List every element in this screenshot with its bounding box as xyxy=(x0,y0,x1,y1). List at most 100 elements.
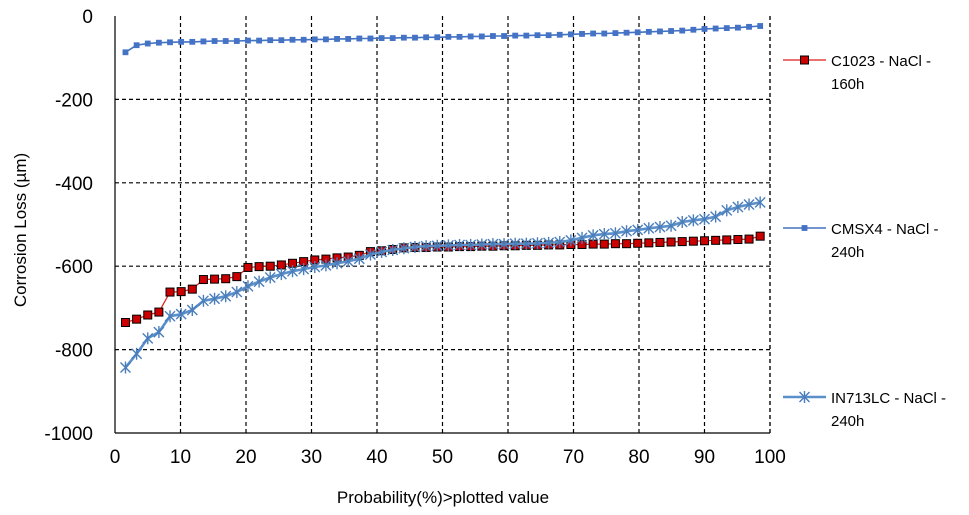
data-point xyxy=(232,272,242,282)
legend-marker xyxy=(800,55,809,65)
series-line xyxy=(125,25,761,53)
data-point xyxy=(267,37,274,44)
data-point xyxy=(621,225,633,238)
data-point xyxy=(599,239,609,249)
data-point xyxy=(567,31,574,38)
data-point xyxy=(543,236,555,249)
data-point xyxy=(723,25,730,31)
data-point xyxy=(509,237,521,250)
data-point xyxy=(587,229,599,242)
tick-labels: 0 10 20 30 40 50 60 70 80 90 100 0 -200 -400 -600 -800 -… xyxy=(44,7,785,468)
data-point xyxy=(210,274,220,284)
data-point xyxy=(501,33,507,39)
data-point xyxy=(520,237,532,250)
data-point xyxy=(668,28,674,34)
data-point xyxy=(400,34,407,41)
data-point xyxy=(643,222,655,235)
series-line xyxy=(124,201,761,369)
data-point xyxy=(623,29,630,36)
data-point xyxy=(197,294,209,307)
x-tick-label: 100 xyxy=(754,447,786,468)
data-point xyxy=(187,284,197,294)
data-point xyxy=(164,310,176,323)
data-point xyxy=(722,235,732,245)
data-point xyxy=(253,275,265,288)
data-point xyxy=(633,238,643,248)
data-point xyxy=(420,240,432,253)
data-point xyxy=(176,287,186,297)
data-point xyxy=(345,36,352,42)
data-point xyxy=(154,307,164,317)
data-point xyxy=(598,228,610,241)
data-point xyxy=(298,263,310,276)
data-point xyxy=(131,347,143,360)
data-point xyxy=(353,252,365,265)
data-point xyxy=(700,236,709,246)
y-tick-label: -800 xyxy=(55,341,93,362)
x-tick-label: 30 xyxy=(301,447,322,468)
data-point xyxy=(576,231,588,244)
x-tick-label: 10 xyxy=(170,447,191,468)
data-point xyxy=(743,198,755,211)
data-point xyxy=(331,257,343,270)
data-point xyxy=(167,39,173,46)
data-point xyxy=(132,314,142,324)
data-point xyxy=(612,30,619,36)
data-point xyxy=(579,31,585,37)
data-point xyxy=(735,24,741,31)
data-point xyxy=(376,246,388,259)
data-point xyxy=(445,33,452,40)
plot-area xyxy=(119,23,766,374)
y-axis-title: Corrosion Loss (µm) xyxy=(11,153,30,307)
data-point xyxy=(655,237,665,247)
data-point xyxy=(687,214,699,227)
data-point xyxy=(165,287,175,297)
data-point xyxy=(222,38,229,44)
data-point xyxy=(231,286,243,299)
data-point xyxy=(498,238,510,251)
data-point xyxy=(300,36,307,43)
data-point xyxy=(711,235,721,245)
data-point xyxy=(289,36,296,43)
data-point xyxy=(142,332,154,345)
legend-label: 240h xyxy=(831,244,864,261)
x-tick-label: 80 xyxy=(628,447,649,468)
data-point xyxy=(634,29,641,36)
data-point xyxy=(644,238,654,248)
data-point xyxy=(153,326,165,339)
data-point xyxy=(733,235,743,245)
data-point xyxy=(122,49,129,56)
data-point xyxy=(254,262,264,272)
data-point xyxy=(456,33,463,40)
y-tick-label: -400 xyxy=(55,174,93,195)
data-point xyxy=(677,237,687,247)
data-point xyxy=(211,38,218,44)
data-point xyxy=(609,227,621,240)
x-tick-label: 60 xyxy=(497,447,518,468)
data-point xyxy=(264,271,276,284)
data-point xyxy=(590,30,597,37)
series-2 xyxy=(122,23,764,56)
data-point xyxy=(744,234,754,244)
data-point xyxy=(133,42,140,49)
data-point xyxy=(311,36,318,43)
data-point xyxy=(387,243,399,256)
data-point xyxy=(531,237,543,250)
x-tick-label: 70 xyxy=(563,447,584,468)
data-point xyxy=(309,261,321,274)
data-point xyxy=(178,38,185,45)
legend-entry: IN713LC - NaCl - 240h xyxy=(783,390,946,430)
data-point xyxy=(554,236,566,249)
data-point xyxy=(367,35,374,42)
data-point xyxy=(143,310,153,320)
data-point xyxy=(186,303,198,316)
data-point xyxy=(490,33,496,39)
data-point xyxy=(200,38,207,45)
data-point xyxy=(699,213,710,226)
legend-label: IN713LC - NaCl - xyxy=(831,390,946,407)
data-point xyxy=(534,32,541,39)
data-point xyxy=(601,30,608,37)
data-point xyxy=(220,290,232,303)
data-point xyxy=(245,37,251,44)
